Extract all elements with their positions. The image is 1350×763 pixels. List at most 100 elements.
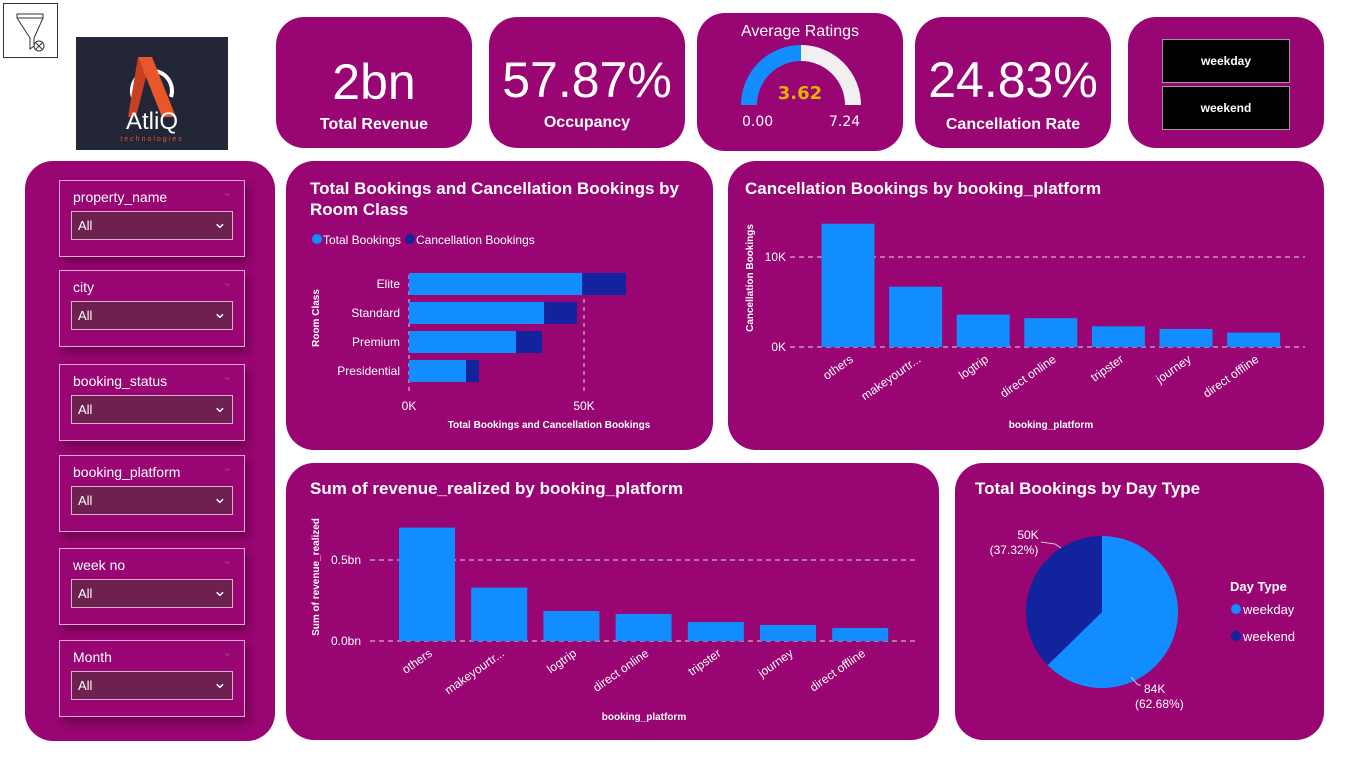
bar-direct-online <box>615 613 672 641</box>
kpi-label: Cancellation Rate <box>945 116 1081 133</box>
slicer-label: week no <box>73 557 126 573</box>
x-tick-label: 50K <box>573 399 594 413</box>
x-axis-title: booking_platform <box>1009 420 1094 431</box>
x-tick-label: direct offline <box>807 646 868 695</box>
bar-tripster <box>687 622 744 641</box>
legend-label: Total Bookings <box>323 233 401 247</box>
bar-journey <box>760 624 816 641</box>
bar-cancellation-elite <box>582 273 626 295</box>
x-tick-label: direct online <box>590 646 651 695</box>
pie-data-pct: (62.68%) <box>1135 697 1184 711</box>
clear-filters-button[interactable] <box>3 3 58 58</box>
slicer-dropdown[interactable]: All ⌄ <box>71 486 233 515</box>
legend-label: Cancellation Bookings <box>416 233 535 247</box>
x-tick-label: tripster <box>1088 352 1126 385</box>
kpi-occupancy: 57.87% Occupancy <box>489 17 685 148</box>
slicer-dropdown[interactable]: All ⌄ <box>71 211 233 240</box>
day-type-pie-card: Total Bookings by Day Type 84K (62.68%) 50… <box>955 463 1324 740</box>
x-tick-label: direct offline <box>1200 352 1261 401</box>
y-axis-title: Room Class <box>311 289 322 347</box>
chevron-down-icon[interactable]: ⌄ <box>222 276 232 289</box>
gauge-title: Average Ratings <box>741 23 859 40</box>
gauge-track <box>800 45 861 106</box>
kpi-label: Total Revenue <box>319 116 429 133</box>
chevron-down-icon[interactable]: ⌄ <box>222 370 232 383</box>
legend-label: weekday <box>1242 602 1295 617</box>
bar-total-premium <box>409 331 517 353</box>
bar-others <box>821 223 875 347</box>
leader-line <box>1130 676 1141 686</box>
revenue-platform-chart-card: Sum of revenue_realized by booking_platf… <box>286 463 939 740</box>
weekday-button[interactable]: weekday <box>1162 39 1290 83</box>
chart-title: Total Bookings by Day Type <box>975 479 1201 498</box>
kpi-cancellation-rate: 24.83% Cancellation Rate <box>915 17 1111 148</box>
logo-text: AtliQ <box>126 108 178 135</box>
bar-total-elite <box>409 273 583 295</box>
legend-marker <box>405 234 415 244</box>
gauge-value: 3.62 <box>777 83 823 104</box>
kpi-value: 57.87% <box>502 52 672 108</box>
x-tick-label: logtrip <box>544 646 579 676</box>
x-tick-label: journey <box>1153 352 1194 387</box>
bar-direct-offline <box>832 628 889 641</box>
chevron-down-icon: ⌄ <box>212 488 227 507</box>
chart-title: Total Bookings and Cancellation Bookings… <box>310 179 679 219</box>
bar-total-standard <box>409 302 545 324</box>
slicer-label: booking_status <box>73 373 168 389</box>
atliq-logo: AtliQ technologies <box>76 37 228 150</box>
slicer-value: All <box>78 586 93 601</box>
chevron-down-icon[interactable]: ⌄ <box>222 186 232 199</box>
slicer-dropdown[interactable]: All ⌄ <box>71 301 233 330</box>
chevron-down-icon: ⌄ <box>212 673 227 692</box>
category-label: Elite <box>377 277 401 291</box>
bar-direct-offline <box>1227 332 1281 347</box>
y-axis-title: Sum of revenue_realized <box>311 518 322 636</box>
slicer-month: Month ⌄ All ⌄ <box>59 640 245 717</box>
bar-cancellation-presidential <box>466 360 479 382</box>
chevron-down-icon: ⌄ <box>212 397 227 416</box>
x-axis-title: booking_platform <box>602 712 687 723</box>
legend-label: weekend <box>1242 629 1295 644</box>
bar-tripster <box>1091 326 1145 347</box>
legend-marker <box>312 234 322 244</box>
slicer-dropdown[interactable]: All ⌄ <box>71 671 233 700</box>
filter-panel: property_name ⌄ All ⌄ city ⌄ All ⌄ booking_s… <box>25 161 275 741</box>
kpi-label: Occupancy <box>543 114 631 131</box>
x-tick-label: direct online <box>997 352 1058 401</box>
gauge-max: 7.24 <box>829 114 861 130</box>
y-tick-label: 0.5bn <box>331 553 361 567</box>
bar-logtrip <box>956 314 1010 347</box>
slicer-value: All <box>78 218 93 233</box>
slicer-dropdown[interactable]: All ⌄ <box>71 395 233 424</box>
bar-makeyourtr- <box>471 587 528 641</box>
slicer-label: booking_platform <box>73 464 181 480</box>
bar-direct-online <box>1024 318 1078 347</box>
x-axis-title: Total Bookings and Cancellation Bookings <box>448 420 651 431</box>
slicer-booking-platform: booking_platform ⌄ All ⌄ <box>59 455 245 532</box>
slicer-booking-status: booking_status ⌄ All ⌄ <box>59 364 245 441</box>
gauge-fill <box>741 45 802 106</box>
room-class-chart: 0K 50K Total Bookings Cancellation Bookings… <box>311 233 651 431</box>
chevron-down-icon[interactable]: ⌄ <box>222 646 232 659</box>
kpi-average-ratings: Average Ratings 3.62 0.00 7.24 <box>697 13 903 151</box>
category-label: Standard <box>351 306 400 320</box>
y-tick-label: 0.0bn <box>331 634 361 648</box>
weekend-button[interactable]: weekend <box>1162 86 1290 130</box>
cancellation-platform-chart-card: Cancellation Bookings by booking_platfor… <box>728 161 1324 450</box>
chevron-down-icon[interactable]: ⌄ <box>222 461 232 474</box>
slicer-value: All <box>78 402 93 417</box>
pie-slice-weekend <box>1026 536 1102 666</box>
legend-marker <box>1231 604 1241 614</box>
slicer-week-no: week no ⌄ All ⌄ <box>59 548 245 625</box>
slicer-property-name: property_name ⌄ All ⌄ <box>59 180 245 257</box>
slicer-value: All <box>78 308 93 323</box>
y-tick-label: 10K <box>765 250 786 264</box>
pie-data-pct: (37.32%) <box>990 543 1039 557</box>
day-type-buttons-card: weekday weekend <box>1128 17 1324 148</box>
room-class-chart-card: Total Bookings and Cancellation Bookings… <box>286 161 713 450</box>
chevron-down-icon[interactable]: ⌄ <box>222 554 232 567</box>
chart-title: Sum of revenue_realized by booking_platf… <box>310 479 684 498</box>
slicer-label: Month <box>73 649 112 665</box>
pie-data-label: 84K <box>1144 682 1165 696</box>
slicer-dropdown[interactable]: All ⌄ <box>71 579 233 608</box>
